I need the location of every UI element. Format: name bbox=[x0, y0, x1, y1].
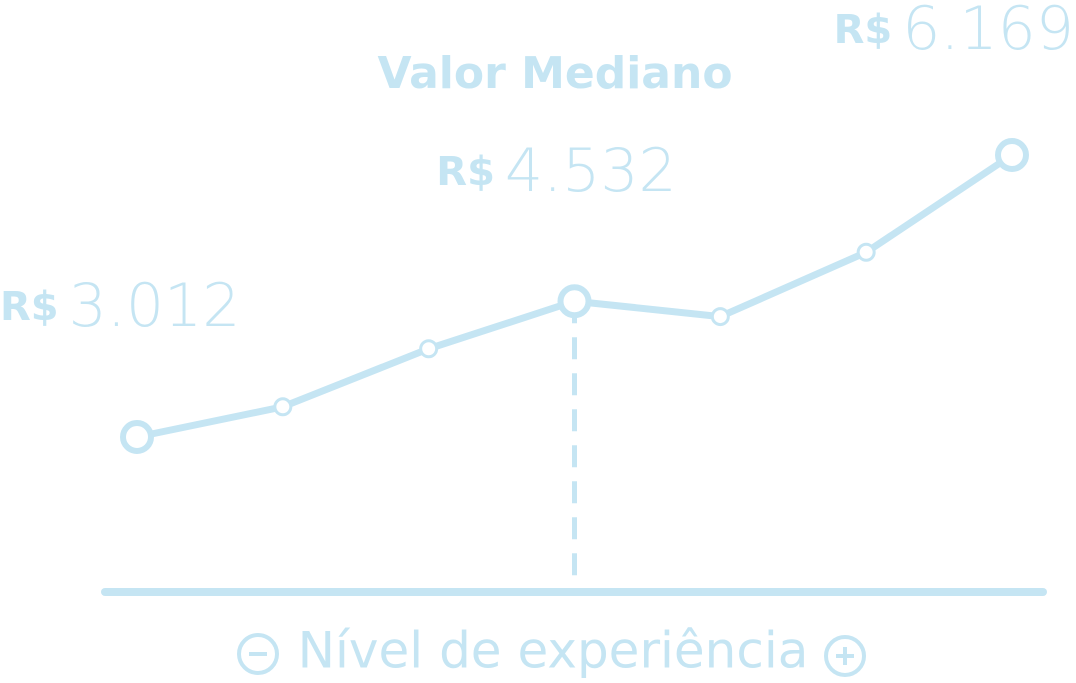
point bbox=[856, 242, 876, 262]
point bbox=[710, 307, 730, 327]
x-axis-label: Nível de experiência bbox=[298, 622, 809, 680]
minus-icon bbox=[237, 633, 279, 675]
point bbox=[419, 339, 439, 359]
plus-icon bbox=[824, 635, 866, 677]
data-label-value: 6.169 bbox=[902, 0, 1074, 64]
data-label-value: 3.012 bbox=[69, 271, 241, 341]
data-label: R$ 6.169 bbox=[834, 0, 1074, 64]
point bbox=[273, 397, 293, 417]
data-label-currency: R$ bbox=[0, 284, 59, 330]
data-label: R$ 3.012 bbox=[0, 271, 240, 341]
point bbox=[120, 420, 154, 454]
data-label-currency: R$ bbox=[834, 7, 893, 53]
point bbox=[557, 284, 592, 319]
data-label: R$ 4.532 bbox=[436, 136, 676, 206]
data-label-value: 4.532 bbox=[505, 136, 677, 206]
chart-title: Valor Mediano bbox=[377, 48, 732, 99]
data-label-currency: R$ bbox=[436, 149, 495, 195]
point bbox=[995, 138, 1029, 172]
